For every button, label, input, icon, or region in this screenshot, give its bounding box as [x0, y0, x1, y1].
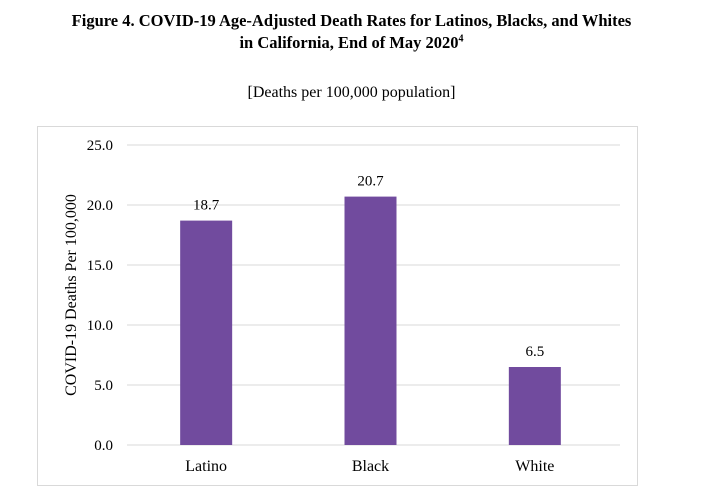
y-axis-title: COVID-19 Deaths Per 100,000	[63, 194, 80, 396]
data-label: 20.7	[357, 174, 384, 190]
y-tick-label: 0.0	[94, 438, 113, 454]
bars	[180, 196, 561, 445]
x-tick-label: White	[515, 458, 554, 475]
y-tick-label: 15.0	[87, 258, 113, 274]
chart-area-border	[37, 126, 638, 486]
y-tick-label: 10.0	[87, 318, 113, 334]
title-footnote-marker: 4	[458, 33, 464, 45]
figure-title-line2: in California, End of May 20204	[0, 32, 703, 53]
data-labels: 18.7 20.7 6.5	[193, 174, 544, 360]
bar-latino	[180, 220, 233, 445]
y-tick-label: 25.0	[87, 138, 113, 154]
figure-subtitle: [Deaths per 100,000 population]	[247, 84, 456, 101]
x-tick-label: Black	[352, 458, 389, 475]
y-tick-label: 20.0	[87, 198, 113, 214]
x-tick-label: Latino	[185, 458, 227, 475]
x-axis-ticks: Latino Black White	[185, 458, 554, 475]
y-axis-ticks: 0.0 5.0 10.0 15.0 20.0 25.0	[87, 138, 113, 454]
y-tick-label: 5.0	[94, 378, 113, 394]
bar-white	[508, 367, 561, 445]
data-label: 6.5	[525, 344, 544, 360]
figure-title-line2-text: in California, End of May 2020	[239, 33, 459, 52]
data-label: 18.7	[193, 198, 220, 214]
bar-black	[344, 196, 397, 445]
figure-title-line1: Figure 4. COVID-19 Age-Adjusted Death Ra…	[71, 11, 632, 30]
